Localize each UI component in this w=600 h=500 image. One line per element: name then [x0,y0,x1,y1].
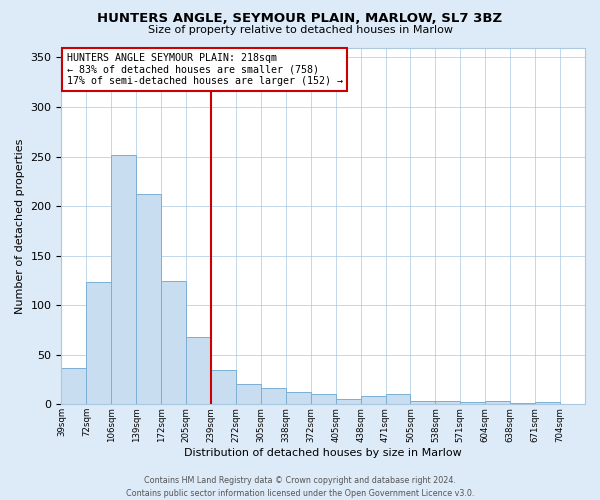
Bar [261,388,286,404]
Bar [286,392,311,404]
Bar [361,396,386,404]
Text: Size of property relative to detached houses in Marlow: Size of property relative to detached ho… [148,25,452,35]
Bar [86,282,111,405]
Bar [386,394,410,404]
Text: Contains HM Land Registry data © Crown copyright and database right 2024.
Contai: Contains HM Land Registry data © Crown c… [126,476,474,498]
Text: HUNTERS ANGLE SEYMOUR PLAIN: 218sqm
← 83% of detached houses are smaller (758)
1: HUNTERS ANGLE SEYMOUR PLAIN: 218sqm ← 83… [67,53,343,86]
Bar [460,402,485,404]
Y-axis label: Number of detached properties: Number of detached properties [15,138,25,314]
Bar [61,368,86,405]
X-axis label: Distribution of detached houses by size in Marlow: Distribution of detached houses by size … [184,448,462,458]
Bar [186,337,211,404]
Bar [436,402,460,404]
Bar [311,394,335,404]
Bar [485,402,510,404]
Bar [410,402,436,404]
Bar [535,402,560,404]
Bar [136,194,161,404]
Bar [111,154,136,404]
Bar [335,400,361,404]
Text: HUNTERS ANGLE, SEYMOUR PLAIN, MARLOW, SL7 3BZ: HUNTERS ANGLE, SEYMOUR PLAIN, MARLOW, SL… [97,12,503,26]
Bar [211,370,236,404]
Bar [236,384,261,404]
Bar [161,282,186,405]
